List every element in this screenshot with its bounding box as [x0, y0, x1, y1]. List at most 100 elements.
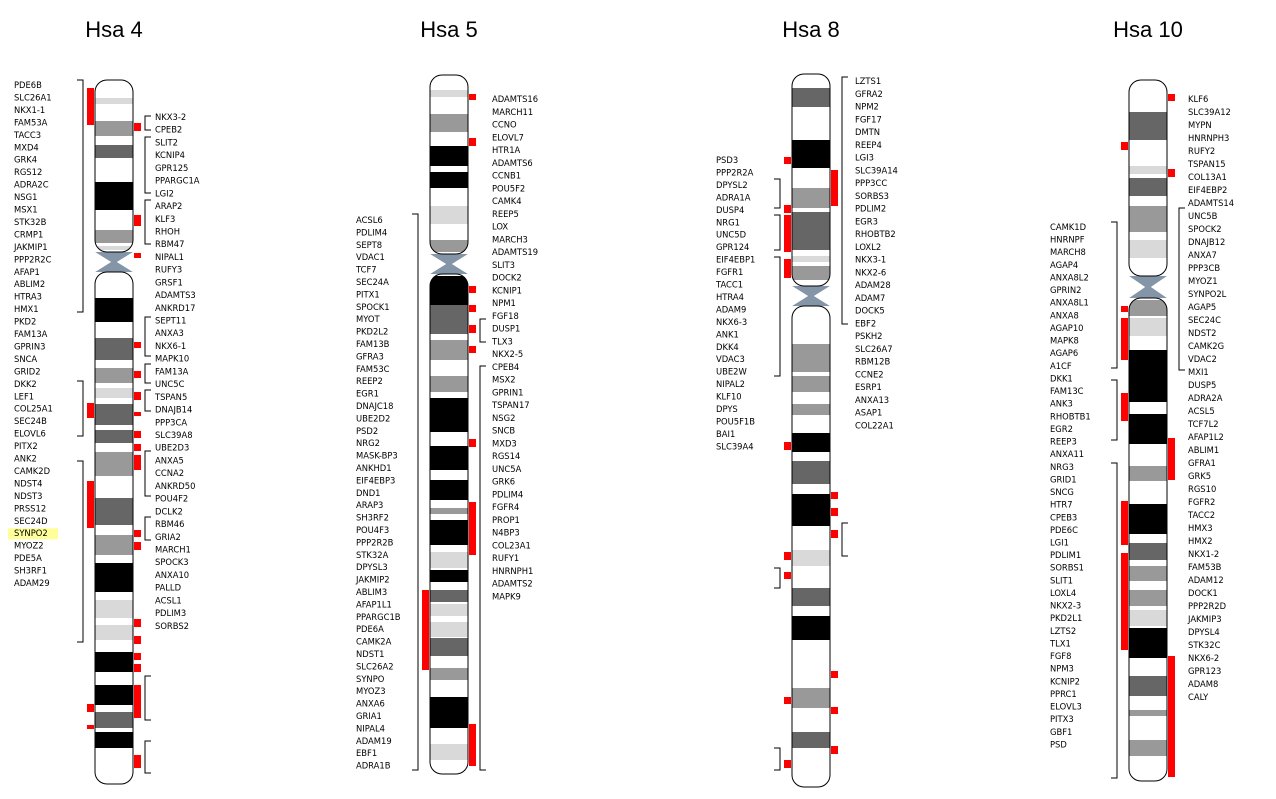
- chromosome-band: [792, 433, 830, 452]
- chromosome-q-arm: [94, 271, 134, 785]
- mapping-mark: [134, 431, 141, 438]
- gene-bracket: [1178, 207, 1185, 371]
- gene-label: UNC5D: [716, 230, 746, 240]
- gene-label: NKX1-1: [14, 105, 45, 115]
- mapping-mark: [134, 371, 141, 378]
- mapping-mark: [134, 444, 141, 451]
- mapping-mark: [1121, 306, 1128, 312]
- gene-label: NKX6-1: [155, 341, 186, 351]
- gene-label: EIF4EBP2: [1188, 185, 1227, 195]
- gene-label: N4BP3: [492, 528, 520, 538]
- gene-label: UNC5B: [1188, 211, 1218, 221]
- gene-label: GRK5: [1188, 471, 1211, 481]
- gene-label: VDAC1: [356, 252, 385, 262]
- mapping-mark: [1121, 393, 1128, 421]
- mapping-mark: [134, 685, 141, 718]
- gene-label: PDE5A: [14, 553, 42, 563]
- gene-label: TSPAN17: [491, 400, 530, 410]
- gene-label: TLX1: [1049, 638, 1071, 648]
- gene-label: CCNO: [492, 120, 517, 130]
- gene-label: HMX2: [1188, 536, 1213, 546]
- gene-label: GRK4: [14, 155, 37, 165]
- gene-label: ADAM8: [1188, 679, 1218, 689]
- chromosome-band: [1129, 610, 1167, 626]
- gene-label: FGF8: [1050, 651, 1071, 661]
- gene-bracket: [144, 136, 151, 194]
- gene-label: REEP5: [492, 209, 519, 219]
- gene-bracket: [841, 522, 848, 557]
- gene-label: MAPK9: [492, 591, 521, 601]
- gene-label: PPARGC1B: [356, 612, 401, 622]
- gene-bracket: [774, 178, 781, 209]
- mapping-mark: [1168, 169, 1175, 177]
- gene-label: NIPAL2: [716, 379, 745, 389]
- gene-label: MYOZ3: [356, 686, 386, 696]
- gene-label: SLC26A1: [14, 92, 52, 102]
- gene-label: PPP3CA: [155, 417, 187, 427]
- gene-label: LGI1: [1050, 538, 1069, 548]
- chromosome-p-arm: [1128, 79, 1168, 277]
- gene-label: PITX3: [1050, 714, 1074, 724]
- gene-label: SEC24A: [356, 277, 389, 287]
- gene-label: FAM13B: [356, 339, 390, 349]
- chromosome-band: [430, 114, 468, 132]
- gene-label: EBF1: [356, 748, 377, 758]
- chromosome-band: [95, 712, 133, 728]
- gene-label: MYPN: [1188, 120, 1212, 130]
- gene-label: NDST2: [1188, 328, 1216, 338]
- gene-bracket: [144, 363, 151, 384]
- gene-label: RUFY1: [492, 553, 519, 563]
- gene-label: DCLK2: [155, 506, 183, 516]
- gene-label: DMTN: [855, 127, 880, 137]
- gene-label: LOXL2: [855, 242, 881, 252]
- chromosome-band: [430, 376, 468, 392]
- mapping-mark: [1121, 553, 1128, 650]
- chromosome-title: Hsa 10: [1113, 17, 1183, 42]
- gene-label: GFRA3: [356, 351, 384, 361]
- chromosome-band: [95, 246, 133, 252]
- gene-label: PSD: [1050, 739, 1067, 749]
- gene-label: GRIA2: [155, 532, 181, 542]
- gene-label: DOCK2: [492, 273, 522, 283]
- chromosome-band: [430, 90, 468, 97]
- gene-label: POU5F2: [492, 183, 525, 193]
- gene-label: ANXA6: [356, 699, 385, 709]
- chromosome-band: [792, 188, 830, 208]
- mapping-mark: [134, 619, 141, 627]
- mapping-mark: [784, 215, 791, 252]
- chromosome-band: [1129, 466, 1167, 481]
- chromosome-band: [792, 732, 830, 748]
- gene-label: GPRIN2: [1050, 285, 1081, 295]
- gene-label: PKD2L2: [356, 327, 388, 337]
- gene-label: NKX2-6: [855, 267, 886, 277]
- gene-label: SLC26A7: [855, 344, 893, 354]
- gene-label: ELOVL6: [14, 429, 46, 439]
- gene-label: MASK-BP3: [356, 451, 398, 461]
- gene-label: COL25A1: [14, 404, 53, 414]
- gene-label: DPYSL4: [1188, 627, 1220, 637]
- gene-label: SLC26A2: [356, 661, 394, 671]
- gene-label: TSPAN15: [1187, 159, 1226, 169]
- mapping-mark: [1168, 438, 1175, 480]
- chromosome-band: [1129, 504, 1167, 534]
- chromosome-band: [1129, 414, 1167, 444]
- gene-label: SORBS2: [155, 621, 189, 631]
- gene-label: DUSP4: [716, 205, 744, 215]
- gene-label: EIF4EBP3: [356, 475, 395, 485]
- chromosome-band: [95, 338, 133, 360]
- gene-label: NSG2: [492, 413, 515, 423]
- gene-label: GRK6: [492, 477, 515, 487]
- gene-label: ABLIM2: [14, 279, 45, 289]
- gene-label: PALLD: [155, 583, 181, 593]
- gene-label: CCNE2: [855, 369, 884, 379]
- gene-label: CAMK2A: [356, 637, 392, 647]
- chromosome-band: [792, 404, 830, 415]
- gene-label: MAPK10: [155, 354, 189, 364]
- gene-label: ABLIM3: [356, 587, 387, 597]
- chromosome-band: [430, 340, 468, 360]
- gene-label: PDLIM2: [855, 204, 886, 214]
- gene-label: PPP2R2D: [1188, 601, 1226, 611]
- gene-label: PDLIM1: [1050, 550, 1081, 560]
- mapping-mark: [134, 253, 141, 258]
- mapping-mark: [1168, 94, 1175, 101]
